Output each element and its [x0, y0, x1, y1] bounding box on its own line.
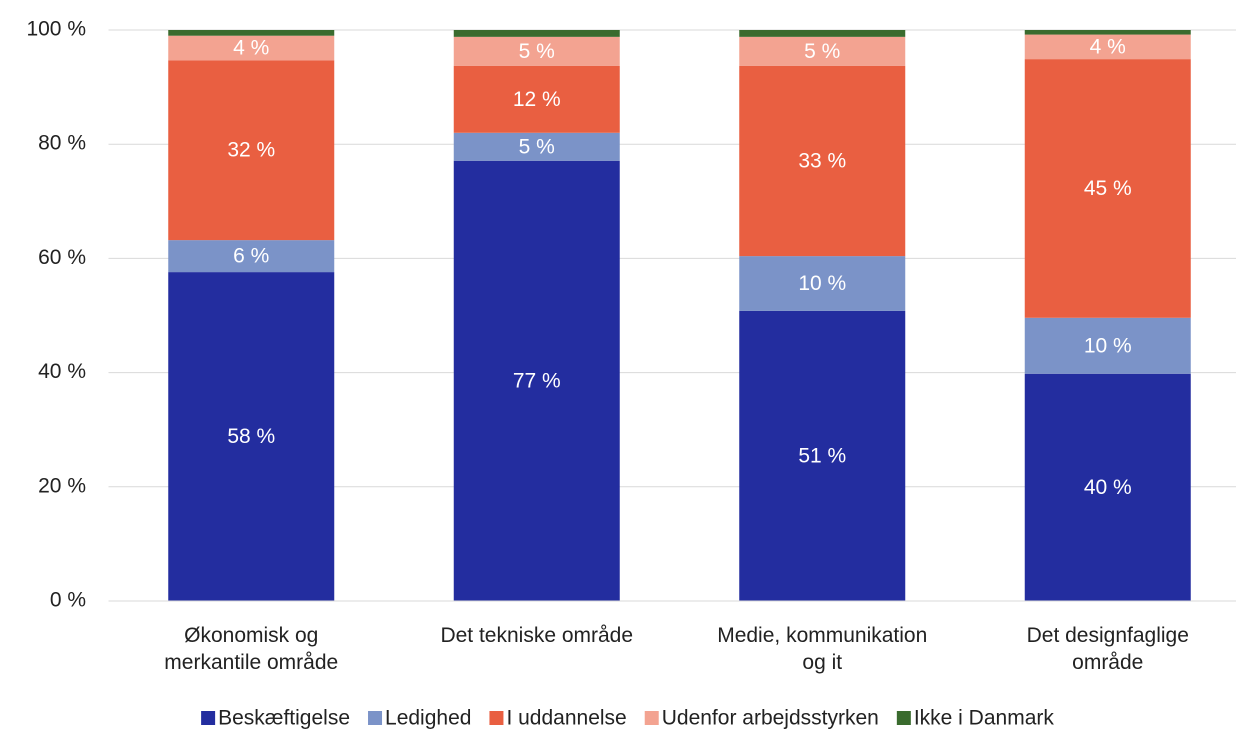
- bar-segment: [453, 36, 620, 66]
- data-label: 45 %: [1084, 177, 1132, 200]
- legend-swatch: [644, 711, 659, 725]
- y-tick-label: 40 %: [38, 360, 86, 383]
- bar-segment: [739, 30, 906, 37]
- legend-swatch: [201, 711, 216, 725]
- bar-segment: [168, 60, 335, 241]
- data-label: 10 %: [1084, 334, 1132, 357]
- bar-segment: [739, 36, 906, 66]
- legend: Beskæftigelse Ledighed I uddannelse Udenfor…: [201, 707, 1054, 730]
- bar-segment: [739, 256, 906, 311]
- bar-segment: [453, 160, 620, 601]
- data-label: 12 %: [513, 88, 561, 111]
- x-tick-label: Medie, kommunikation og it: [717, 624, 927, 674]
- bar-segment: [453, 132, 620, 161]
- bar-segment: [453, 30, 620, 37]
- bar-segment: [1024, 59, 1191, 318]
- y-tick-label: 60 %: [38, 246, 86, 269]
- legend-label: I uddannelse: [506, 707, 626, 730]
- bar-segment: [1024, 34, 1191, 60]
- data-label: 10 %: [798, 272, 846, 295]
- legend-swatch: [368, 711, 383, 725]
- y-tick-label: 100 %: [26, 18, 86, 41]
- x-tick-label: Det tekniske område: [440, 624, 633, 647]
- bar-segment: [739, 65, 906, 257]
- y-tick-label: 0 %: [50, 589, 86, 612]
- legend-label: Udenfor arbejdsstyrken: [662, 707, 879, 730]
- data-label: 51 %: [798, 445, 846, 468]
- bar-segment: [739, 310, 906, 601]
- x-tick-label: Det designfaglige område: [1027, 624, 1189, 674]
- data-label: 5 %: [804, 40, 840, 63]
- bar-segment: [1024, 317, 1191, 374]
- data-label: 5 %: [519, 40, 555, 63]
- bar-segment: [1024, 373, 1191, 601]
- bar-segment: [168, 35, 335, 61]
- data-label: 40 %: [1084, 476, 1132, 499]
- data-label: 4 %: [233, 37, 269, 60]
- bar-segment: [453, 65, 620, 133]
- data-label: 32 %: [227, 139, 275, 162]
- data-label: 5 %: [519, 135, 555, 158]
- legend-label: Ledighed: [385, 707, 471, 730]
- y-tick-label: 20 %: [38, 474, 86, 497]
- bar-segment: [168, 272, 335, 601]
- bar-segment: [168, 240, 335, 273]
- legend-swatch: [489, 711, 504, 725]
- y-tick-label: 80 %: [38, 132, 86, 155]
- data-label: 33 %: [798, 150, 846, 173]
- data-label: 77 %: [513, 369, 561, 392]
- bar-segment: [1024, 30, 1191, 35]
- bar-segment: [168, 30, 335, 36]
- legend-swatch: [896, 711, 911, 725]
- data-label: 6 %: [233, 245, 269, 268]
- data-label: 58 %: [227, 425, 275, 448]
- legend-label: Beskæftigelse: [218, 707, 350, 730]
- data-label: 4 %: [1090, 35, 1126, 58]
- x-tick-label: Økonomisk og merkantile område: [164, 624, 338, 674]
- legend-label: Ikke i Danmark: [914, 707, 1055, 730]
